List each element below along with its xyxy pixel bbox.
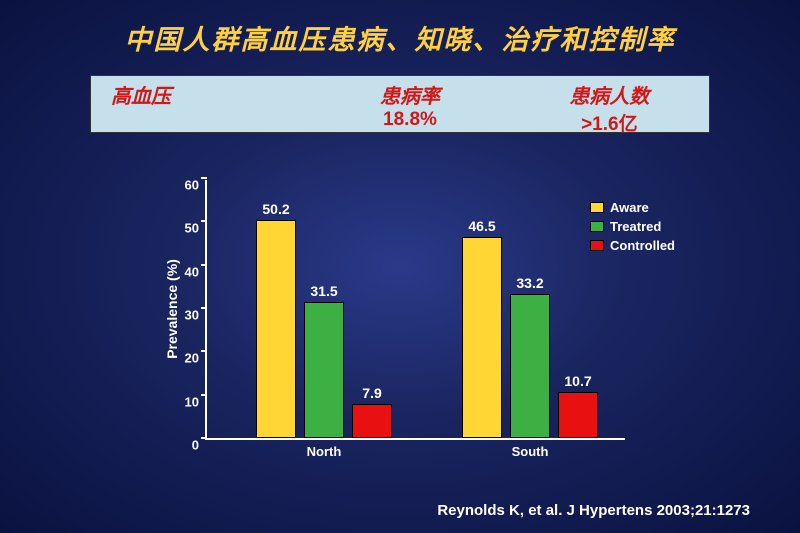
info-value-row: 18.8% >1.6亿 [91, 109, 709, 136]
info-v2: 18.8% [310, 109, 509, 136]
y-tick-label: 60 [185, 178, 207, 193]
y-tick-mark [201, 350, 207, 352]
info-h1: 高血压 [91, 80, 310, 109]
y-tick-mark [201, 264, 207, 266]
bar-value-label: 33.2 [516, 275, 543, 291]
legend-swatch [590, 202, 604, 213]
legend-label: Aware [610, 200, 649, 215]
bar-value-label: 31.5 [310, 283, 337, 299]
bar: 7.9 [352, 404, 392, 438]
slide-title: 中国人群高血压患病、知晓、治疗和控制率 [0, 0, 800, 57]
info-h2: 患病率 [310, 80, 509, 109]
y-tick-label: 10 [185, 394, 207, 409]
legend: Aware Treatred Controlled [590, 200, 675, 257]
y-tick-mark [201, 307, 207, 309]
y-tick-label: 0 [192, 438, 207, 453]
legend-label: Treatred [610, 219, 661, 234]
legend-swatch [590, 221, 604, 232]
bar: 50.2 [256, 220, 296, 438]
plot-area: Prevalence (%) AwareTreatredControlled 0… [205, 180, 625, 440]
bar: 46.5 [462, 237, 502, 439]
y-tick-label: 20 [185, 351, 207, 366]
y-tick-mark [201, 437, 207, 439]
info-header-row: 高血压 患病率 患病人数 [91, 76, 709, 109]
chart: Prevalence (%) Aware Treatred Controlled 0… [150, 170, 710, 480]
bar-value-label: 50.2 [262, 201, 289, 217]
y-tick-mark [201, 177, 207, 179]
info-h3: 患病人数 [510, 80, 709, 109]
x-tick-label: North [307, 438, 342, 459]
y-axis-label: Prevalence (%) [164, 259, 180, 359]
y-tick-label: 30 [185, 308, 207, 323]
legend-swatch [590, 240, 604, 251]
x-tick-label: South [512, 438, 549, 459]
legend-item: Aware [590, 200, 675, 215]
y-tick-mark [201, 394, 207, 396]
y-tick-label: 50 [185, 221, 207, 236]
legend-label: Controlled [610, 238, 675, 253]
bar-value-label: 10.7 [564, 373, 591, 389]
y-tick-label: 40 [185, 264, 207, 279]
bar: 31.5 [304, 302, 344, 439]
bar-value-label: 7.9 [362, 385, 381, 401]
citation: Reynolds K, et al. J Hypertens 2003;21:1… [437, 502, 750, 519]
info-v1 [91, 109, 310, 136]
info-box: 高血压 患病率 患病人数 18.8% >1.6亿 [90, 75, 710, 133]
info-v3: >1.6亿 [510, 109, 709, 136]
bar: 10.7 [558, 392, 598, 438]
legend-item: Treatred [590, 219, 675, 234]
bar-value-label: 46.5 [468, 218, 495, 234]
bar: 33.2 [510, 294, 550, 438]
y-tick-mark [201, 220, 207, 222]
legend-item: Controlled [590, 238, 675, 253]
